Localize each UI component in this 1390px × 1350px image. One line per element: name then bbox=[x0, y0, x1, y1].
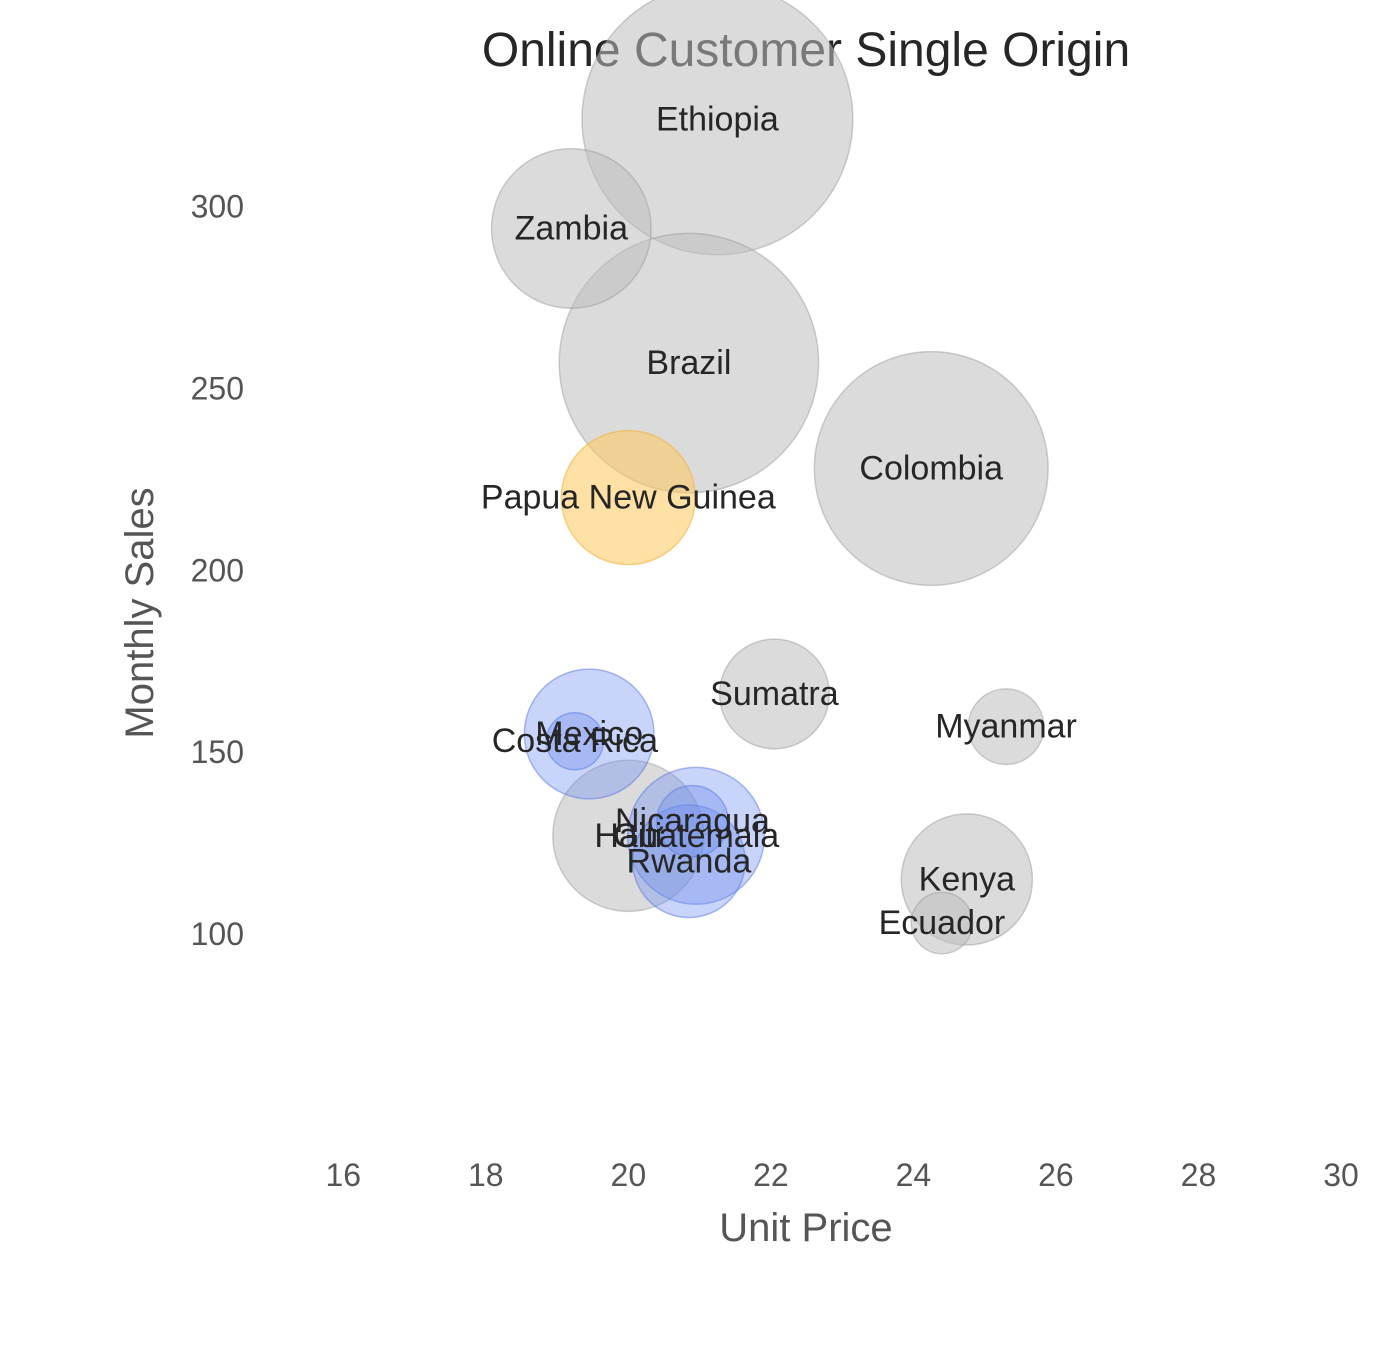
x-tick-label: 20 bbox=[611, 1157, 647, 1193]
bubble-label-sumatra: Sumatra bbox=[710, 675, 839, 713]
bubble-label-costa-rica: Costa Rica bbox=[492, 722, 658, 760]
bubble-label-zambia: Zambia bbox=[515, 209, 628, 247]
bubbles-layer bbox=[490, 0, 1049, 955]
bubble-label-colombia: Colombia bbox=[859, 449, 1003, 487]
y-axis-ticks: 100 150 200 250 300 bbox=[191, 189, 244, 952]
x-tick-label: 22 bbox=[753, 1157, 789, 1193]
y-tick-label: 300 bbox=[191, 189, 244, 225]
x-axis-label: Unit Price bbox=[719, 1206, 892, 1250]
bubble-papua-new-guinea bbox=[560, 429, 697, 566]
bubble-label-guatemala: Guatemala bbox=[613, 817, 779, 855]
bubble-label-papua-new-guinea: Papua New Guinea bbox=[481, 479, 776, 517]
y-tick-label: 100 bbox=[191, 916, 244, 952]
bubble-label-myanmar: Myanmar bbox=[935, 708, 1077, 746]
bubble-mexico bbox=[523, 668, 655, 800]
bubble-label-kenya: Kenya bbox=[919, 860, 1015, 898]
bubble-label-ethiopia: Ethiopia bbox=[656, 100, 779, 138]
bubble-zambia bbox=[490, 147, 652, 310]
bubble-label-mexico: Mexico bbox=[535, 715, 643, 753]
bubble-sumatra bbox=[718, 638, 831, 750]
bubble-colombia bbox=[813, 350, 1049, 587]
y-tick-label: 250 bbox=[191, 370, 244, 406]
bubble-labels-layer: Ethiopia Zambia Brazil Colombia Papua New Gu… bbox=[481, 100, 1077, 942]
bubble-label-ecuador: Ecuador bbox=[879, 904, 1006, 942]
bubble-label-haiti: Haiti bbox=[594, 817, 662, 855]
y-tick-label: 150 bbox=[191, 734, 244, 770]
bubble-myanmar bbox=[967, 688, 1045, 766]
x-tick-label: 28 bbox=[1181, 1157, 1217, 1193]
x-axis-ticks: 16 18 20 22 24 26 28 30 bbox=[325, 1157, 1358, 1193]
x-tick-label: 24 bbox=[896, 1157, 932, 1193]
y-tick-label: 200 bbox=[191, 552, 244, 588]
bubble-label-nicaragua: Nicaragua bbox=[615, 802, 770, 840]
bubble-nicaragua bbox=[656, 784, 729, 858]
bubble-label-rwanda: Rwanda bbox=[627, 842, 752, 880]
bubble-label-brazil: Brazil bbox=[646, 344, 731, 382]
x-tick-label: 16 bbox=[325, 1157, 361, 1193]
x-tick-label: 18 bbox=[468, 1157, 504, 1193]
x-tick-label: 30 bbox=[1323, 1157, 1359, 1193]
bubble-costa-rica bbox=[545, 711, 605, 771]
bubble-ecuador bbox=[910, 891, 974, 955]
bubble-guatemala bbox=[626, 766, 766, 905]
y-axis-label: Monthly Sales bbox=[118, 487, 162, 738]
bubble-rwanda bbox=[631, 804, 746, 919]
x-tick-label: 26 bbox=[1038, 1157, 1074, 1193]
